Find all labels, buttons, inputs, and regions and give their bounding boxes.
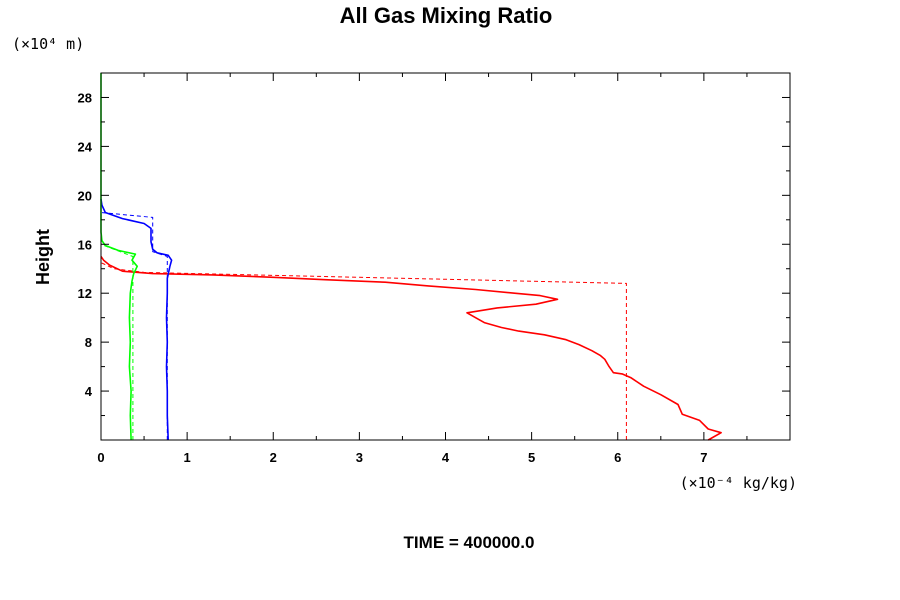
- y-tick-label: 24: [78, 139, 93, 154]
- y-axis-label: Height: [33, 229, 53, 285]
- y-tick-label: 28: [78, 90, 92, 105]
- y-tick-label: 4: [85, 384, 93, 399]
- x-unit-label: (×10⁻⁴ kg/kg): [680, 474, 797, 492]
- red-dashed-line: [100, 262, 627, 440]
- x-tick-label: 6: [614, 450, 621, 465]
- axis-ticks: [100, 72, 791, 440]
- y-tick-label: 12: [78, 286, 92, 301]
- x-tick-label: 4: [442, 450, 450, 465]
- y-tick-labels: 4 8 12 16 20 24 28: [78, 90, 93, 399]
- y-tick-label: 16: [78, 237, 92, 252]
- x-tick-label: 2: [270, 450, 277, 465]
- x-tick-label: 1: [184, 450, 191, 465]
- x-tick-labels: 0 1 2 3 4 5 6 7: [97, 450, 707, 465]
- green-dashed-line: [100, 243, 134, 440]
- y-tick-label: 8: [85, 335, 92, 350]
- x-tick-label: 7: [700, 450, 707, 465]
- blue-dashed-line: [100, 212, 168, 440]
- blue-solid-line: [100, 198, 173, 441]
- time-label: TIME = 400000.0: [404, 533, 535, 552]
- plot-series: [100, 73, 722, 441]
- x-tick-label: 0: [97, 450, 104, 465]
- chart-title: All Gas Mixing Ratio: [340, 3, 553, 28]
- y-unit-label: (×10⁴ m): [12, 35, 84, 53]
- plot-frame: [100, 72, 791, 441]
- red-solid-line: [100, 256, 722, 441]
- y-tick-label: 20: [78, 188, 92, 203]
- x-tick-label: 5: [528, 450, 535, 465]
- x-tick-label: 3: [356, 450, 363, 465]
